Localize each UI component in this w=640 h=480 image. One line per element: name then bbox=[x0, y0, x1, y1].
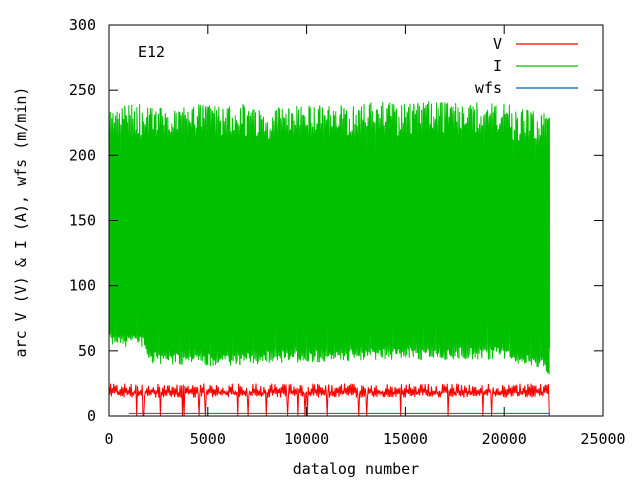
y-tick-label: 250 bbox=[69, 81, 96, 99]
series-V-line bbox=[108, 383, 550, 417]
x-tick-label: 15000 bbox=[383, 430, 428, 448]
x-tick-label: 10000 bbox=[284, 430, 329, 448]
y-tick-label: 0 bbox=[87, 407, 96, 425]
legend-label-i: I bbox=[493, 57, 502, 75]
x-tick-label: 0 bbox=[104, 430, 113, 448]
x-tick-label: 20000 bbox=[482, 430, 527, 448]
y-axis-label: arc V (V) & I (A), wfs (m/min) bbox=[12, 87, 30, 358]
chart-annotation: E12 bbox=[138, 43, 165, 61]
tick-layer: 0 5000 10000 15000 20000 25000 0 50 100 150 200 250… bbox=[69, 16, 626, 448]
y-tick-label: 150 bbox=[69, 212, 96, 230]
y-tick-label: 200 bbox=[69, 146, 96, 164]
y-tick-label: 300 bbox=[69, 16, 96, 34]
series-I-line bbox=[108, 101, 551, 375]
x-tick-label: 25000 bbox=[580, 430, 625, 448]
series-layer bbox=[108, 101, 551, 417]
y-tick-label: 50 bbox=[78, 342, 96, 360]
y-tick-label: 100 bbox=[69, 277, 96, 295]
x-tick-label: 5000 bbox=[190, 430, 226, 448]
x-axis-label: datalog number bbox=[293, 460, 419, 478]
legend-label-v: V bbox=[493, 35, 502, 53]
legend-label-wfs: wfs bbox=[475, 79, 502, 97]
